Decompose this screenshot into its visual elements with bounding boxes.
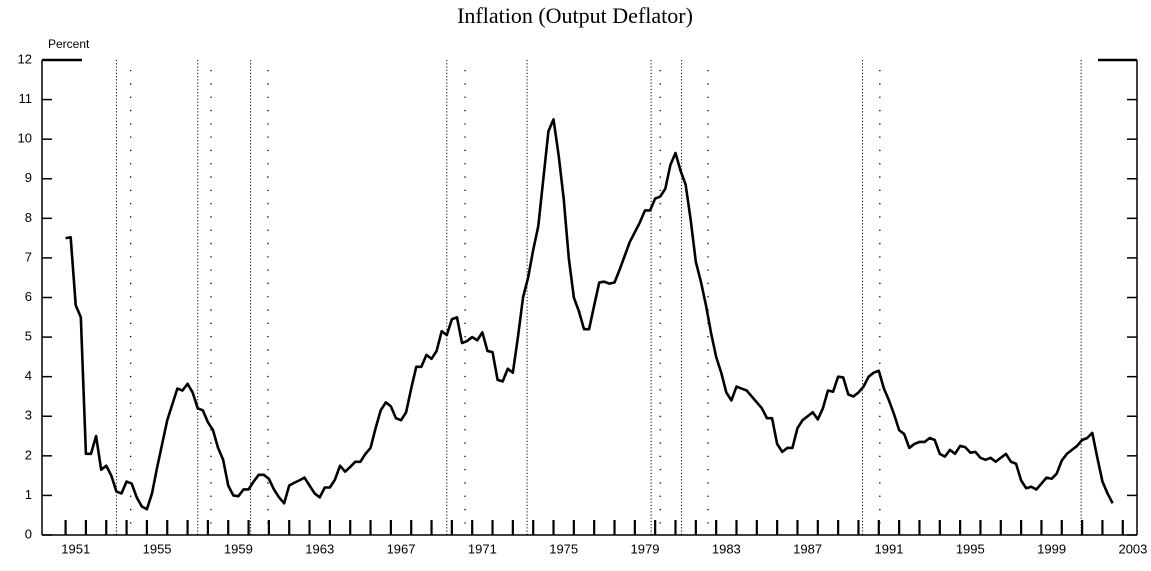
chart-title: Inflation (Output Deflator)	[457, 3, 693, 28]
y-tick-label: 1	[25, 487, 32, 502]
x-tick-label: 1987	[793, 541, 822, 556]
x-tick-label: 1995	[956, 541, 985, 556]
x-tick-label: 1979	[631, 541, 660, 556]
x-tick-label: 1991	[875, 541, 904, 556]
data-line	[65, 118, 1114, 511]
y-tick-label: 2	[25, 447, 32, 462]
y-tick-label: 6	[25, 289, 32, 304]
y-axis-label: Percent	[48, 37, 90, 51]
y-tick-label: 8	[25, 210, 32, 225]
y-tick-label: 10	[18, 131, 32, 146]
y-tick-label: 12	[18, 51, 32, 66]
x-tick-label: 2003	[1118, 541, 1147, 556]
y-tick-label: 11	[19, 91, 33, 106]
x-tick-label: 1999	[1037, 541, 1066, 556]
y-tick-label: 9	[25, 170, 32, 185]
y-tick-label: 5	[25, 329, 32, 344]
x-tick-label: 1975	[549, 541, 578, 556]
x-tick-label: 1959	[224, 541, 253, 556]
x-tick-label: 1955	[143, 541, 172, 556]
y-tick-label: 0	[25, 526, 32, 541]
y-tick-label: 4	[25, 368, 32, 383]
x-tick-label: 1971	[468, 541, 497, 556]
x-tick-label: 1983	[712, 541, 741, 556]
x-tick-label: 1951	[61, 541, 90, 556]
x-tick-label: 1963	[305, 541, 334, 556]
y-tick-label: 7	[25, 249, 32, 264]
x-tick-label: 1967	[387, 541, 416, 556]
y-tick-label: 3	[25, 408, 32, 423]
